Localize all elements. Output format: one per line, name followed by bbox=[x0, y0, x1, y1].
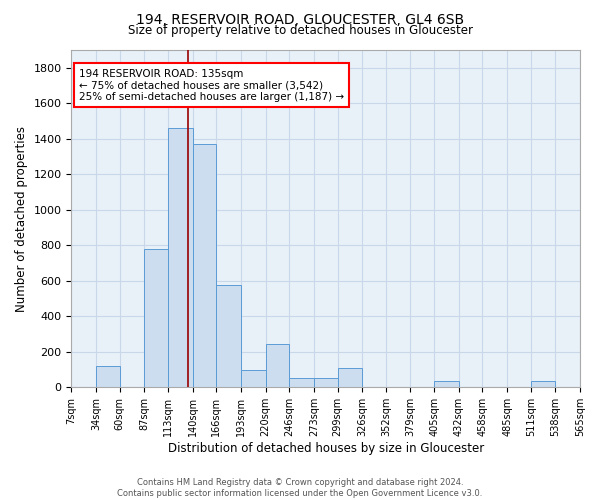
Bar bbox=[434, 381, 459, 388]
Bar bbox=[193, 144, 217, 388]
X-axis label: Distribution of detached houses by size in Gloucester: Distribution of detached houses by size … bbox=[167, 442, 484, 455]
Text: Size of property relative to detached houses in Gloucester: Size of property relative to detached ho… bbox=[128, 24, 473, 37]
Bar bbox=[531, 381, 556, 388]
Bar bbox=[96, 366, 120, 388]
Bar bbox=[145, 249, 168, 388]
Text: 194, RESERVOIR ROAD, GLOUCESTER, GL4 6SB: 194, RESERVOIR ROAD, GLOUCESTER, GL4 6SB bbox=[136, 12, 464, 26]
Bar bbox=[314, 378, 338, 388]
Bar bbox=[217, 286, 241, 388]
Bar bbox=[266, 344, 289, 388]
Bar bbox=[289, 378, 314, 388]
Y-axis label: Number of detached properties: Number of detached properties bbox=[15, 126, 28, 312]
Bar bbox=[338, 368, 362, 388]
Text: Contains HM Land Registry data © Crown copyright and database right 2024.
Contai: Contains HM Land Registry data © Crown c… bbox=[118, 478, 482, 498]
Bar bbox=[241, 370, 266, 388]
Text: 194 RESERVOIR ROAD: 135sqm
← 75% of detached houses are smaller (3,542)
25% of s: 194 RESERVOIR ROAD: 135sqm ← 75% of deta… bbox=[79, 68, 344, 102]
Bar bbox=[168, 128, 193, 388]
